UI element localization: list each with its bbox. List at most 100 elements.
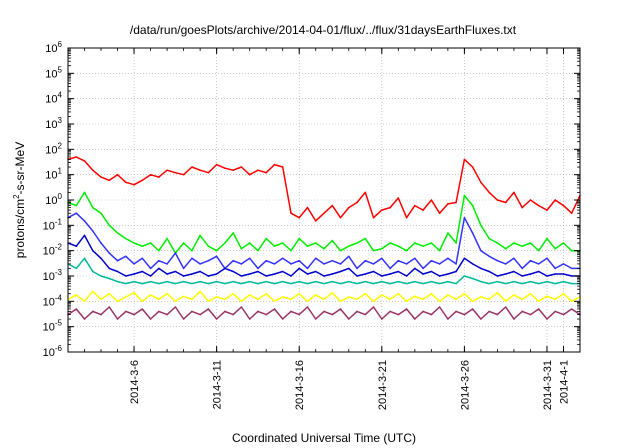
data-point [513, 318, 515, 320]
data-point [323, 247, 325, 250]
data-point [504, 263, 507, 265]
data-point [273, 245, 276, 247]
data-point [381, 280, 383, 283]
data-point [232, 232, 234, 234]
data-point [496, 259, 499, 262]
data-point [306, 267, 309, 270]
data-point [331, 239, 334, 242]
data-point [215, 255, 218, 258]
data-point [240, 306, 243, 308]
data-point [562, 292, 565, 295]
data-point [314, 280, 317, 283]
data-point [570, 212, 573, 214]
data-point [290, 275, 292, 277]
data-point [306, 206, 309, 209]
data-point [356, 310, 358, 313]
data-point [199, 313, 201, 316]
data-point [125, 181, 127, 184]
data-point [389, 242, 391, 244]
data-point [480, 224, 482, 227]
data-point [480, 280, 482, 283]
data-point [405, 282, 408, 285]
x-tick-label: 2014-3-11 [212, 360, 224, 409]
data-point [381, 247, 383, 250]
data-point [389, 273, 391, 275]
data-point [480, 267, 482, 270]
data-point [273, 273, 276, 275]
data-point [438, 249, 441, 252]
data-point [108, 267, 111, 270]
data-point [529, 313, 532, 316]
data-point [207, 245, 210, 247]
data-point [455, 201, 457, 204]
data-point [207, 282, 210, 285]
data-point [182, 280, 185, 283]
data-point [273, 282, 276, 285]
data-point [488, 298, 491, 301]
data-point [224, 242, 226, 244]
data-point [240, 300, 243, 303]
chart-title: /data/run/goesPlots/archive/2014-04-01/f… [130, 23, 517, 37]
data-point [364, 259, 367, 262]
data-point [381, 294, 383, 296]
data-point [108, 252, 111, 254]
data-point [414, 204, 416, 207]
data-point [521, 206, 523, 209]
data-point [389, 310, 391, 313]
data-point [513, 294, 515, 296]
data-point [422, 245, 424, 247]
data-point [298, 259, 301, 262]
data-point [224, 167, 226, 169]
data-point [133, 273, 135, 275]
y-tick-label: 105 [45, 65, 62, 80]
data-point [215, 318, 218, 320]
data-point [463, 257, 466, 260]
data-point [125, 237, 127, 240]
data-point [199, 280, 201, 283]
data-point [389, 267, 391, 270]
data-point [554, 282, 556, 285]
data-point [100, 257, 102, 260]
data-point [133, 242, 135, 244]
data-point [116, 280, 119, 283]
data-point [306, 273, 309, 275]
data-point [504, 273, 507, 275]
y-tick-label: 103 [45, 116, 62, 131]
data-point [430, 242, 433, 244]
data-point [455, 310, 457, 313]
data-point [116, 270, 119, 273]
data-point [191, 310, 193, 313]
data-point [141, 245, 144, 247]
data-point [447, 280, 449, 283]
data-point [339, 308, 342, 310]
data-point [471, 263, 474, 265]
data-point [265, 275, 268, 277]
data-point [248, 318, 251, 320]
y-axis-label-unit: -s-sr-MeV [13, 142, 27, 195]
data-point [199, 270, 201, 273]
data-point [108, 306, 111, 308]
data-point [537, 270, 540, 273]
data-point [364, 313, 367, 316]
data-point [133, 280, 135, 283]
data-point [480, 181, 482, 184]
data-point [471, 232, 474, 234]
data-point [521, 245, 523, 247]
data-point [554, 267, 556, 270]
data-point [191, 249, 193, 252]
data-point [422, 267, 424, 270]
data-point [182, 267, 185, 270]
data-point [281, 166, 284, 168]
data-point [83, 220, 86, 222]
data-point [133, 291, 135, 294]
data-point [116, 232, 119, 234]
data-point [447, 294, 449, 296]
data-point [323, 298, 325, 301]
data-point [273, 300, 276, 303]
data-point [397, 270, 400, 273]
data-point [570, 267, 573, 270]
data-point [339, 249, 342, 252]
data-point [356, 267, 358, 270]
data-point [455, 270, 457, 273]
data-point [191, 257, 193, 260]
